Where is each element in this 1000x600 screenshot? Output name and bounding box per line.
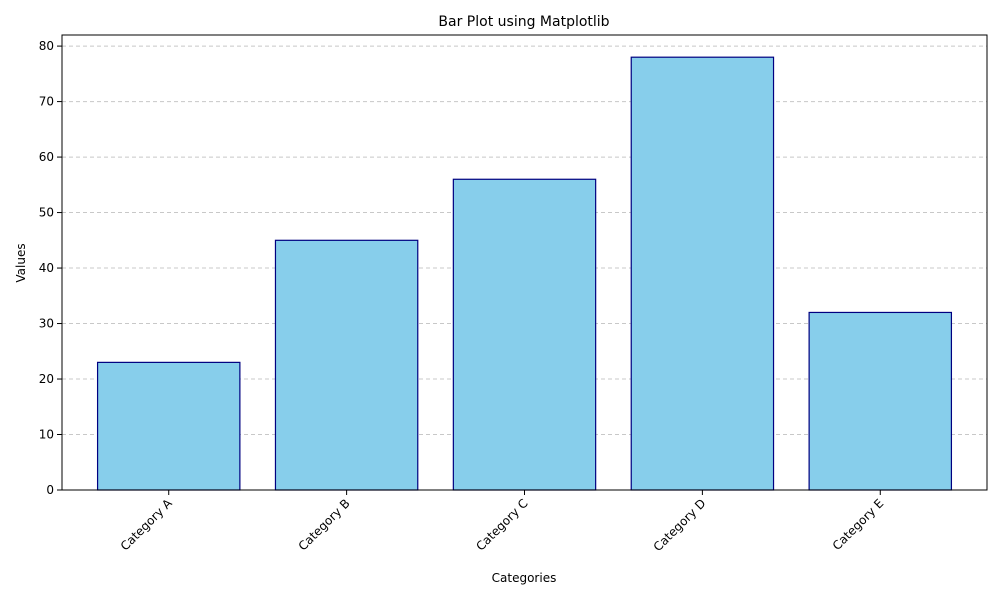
x-tick-label: Category C [473, 496, 530, 553]
y-tick-label: 70 [39, 95, 54, 109]
bar-category-e [808, 311, 953, 491]
y-tick-label: 60 [39, 150, 54, 164]
y-tick-label: 80 [39, 39, 54, 53]
x-axis-label: Categories [492, 571, 557, 585]
y-tick-label: 0 [46, 483, 54, 497]
x-tick-label: Category A [118, 496, 176, 554]
y-tick-label: 10 [39, 428, 54, 442]
x-tick-label: Category B [296, 496, 353, 553]
y-tick-label: 40 [39, 261, 54, 275]
chart-title: Bar Plot using Matplotlib [438, 14, 609, 30]
y-tick-label: 50 [39, 206, 54, 220]
bar-category-b [274, 239, 419, 491]
x-tick-label: Category E [830, 496, 887, 553]
bar-category-a [96, 361, 241, 491]
bar-category-c [452, 178, 597, 491]
y-tick-label: 20 [39, 372, 54, 386]
y-tick-label: 30 [39, 317, 54, 331]
bars [96, 56, 953, 491]
y-axis-label: Values [14, 243, 28, 282]
x-tick-label: Category D [651, 496, 709, 554]
bar-category-d [630, 56, 775, 491]
